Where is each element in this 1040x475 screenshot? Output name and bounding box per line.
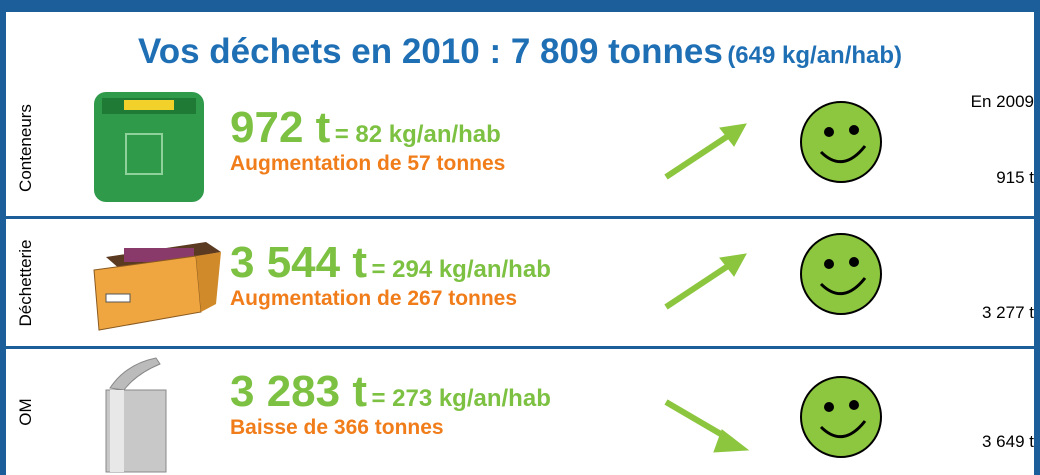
amount-value: 3 544 t: [230, 238, 367, 287]
per-inhabitant: = 273 kg/an/hab: [371, 385, 550, 412]
row-label: Déchetterie: [16, 218, 36, 348]
amount: 3 544 t = 294 kg/an/hab: [230, 238, 551, 288]
previous-value: 3 277 t: [982, 303, 1034, 323]
smileys: [801, 102, 881, 457]
amount-value: 972 t: [230, 103, 330, 152]
trend-arrows: [666, 124, 748, 452]
amount-value: 3 283 t: [230, 367, 367, 416]
previous-value: 3 649 t: [982, 432, 1034, 452]
row-label: OM: [16, 347, 36, 475]
change: Augmentation de 267 tonnes: [230, 287, 517, 311]
container-icon: [94, 92, 204, 202]
bin-icon: [106, 358, 166, 472]
per-inhabitant: = 294 kg/an/hab: [371, 256, 550, 283]
change: Augmentation de 57 tonnes: [230, 152, 505, 176]
amount: 3 283 t = 273 kg/an/hab: [230, 367, 551, 417]
amount: 972 t = 82 kg/an/hab: [230, 103, 501, 153]
infographic: Vos déchets en 2010 : 7 809 tonnes (649 …: [0, 0, 1040, 475]
crate-icon: [94, 242, 221, 330]
per-inhabitant: = 82 kg/an/hab: [335, 121, 501, 148]
previous-value: 915 t: [996, 168, 1034, 188]
row-label: Conteneurs: [16, 83, 36, 213]
change: Baisse de 366 tonnes: [230, 416, 444, 440]
